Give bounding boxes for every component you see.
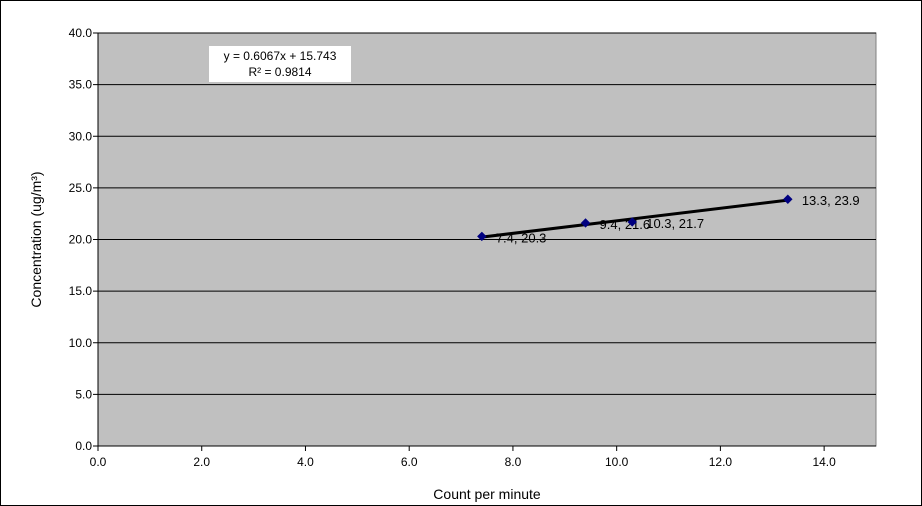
x-tick-label: 6.0: [401, 455, 418, 469]
data-point-label: 10.3, 21.7: [646, 216, 704, 231]
y-tick-label: 15.0: [69, 284, 93, 298]
y-tick-label: 30.0: [69, 129, 93, 143]
y-tick-label: 0.0: [75, 439, 92, 453]
y-axis-title: Concentration (ug/m³): [28, 171, 44, 307]
y-tick-label: 25.0: [69, 181, 93, 195]
trendline-group: [481, 198, 789, 239]
trendline: [481, 198, 789, 239]
data-point-marker: [580, 218, 591, 228]
x-tick-label: 12.0: [709, 455, 733, 469]
data-point-marker: [783, 194, 793, 204]
tick-labels: 0.0 5.0 10.0 15.0 20.0 25.0 30.0 35.0 40.0 0.0 2.0…: [69, 26, 836, 469]
data-point-label: 7.4, 20.3: [496, 230, 547, 245]
gridlines: [98, 32, 876, 395]
x-tick-label: 0.0: [90, 455, 107, 469]
x-tick-label: 8.0: [505, 455, 522, 469]
y-tick-label: 40.0: [69, 26, 93, 40]
x-tick-label: 4.0: [297, 455, 314, 469]
y-tick-label: 5.0: [75, 387, 92, 401]
data-point-label: 13.3, 23.9: [802, 193, 860, 208]
data-point-marker: [627, 217, 637, 227]
r-squared-value: R² = 0.9814: [248, 65, 312, 79]
trendline-equation-box: y = 0.6067x + 15.743 R² = 0.9814: [209, 46, 351, 82]
trendline-equation: y = 0.6067x + 15.743: [223, 49, 337, 63]
x-axis-title: Count per minute: [433, 486, 541, 502]
y-tick-label: 20.0: [69, 233, 93, 247]
y-tick-label: 10.0: [69, 336, 93, 350]
x-tick-label: 2.0: [193, 455, 210, 469]
data-point-marker: [477, 231, 487, 242]
axes: [93, 32, 876, 451]
x-tick-label: 14.0: [812, 455, 836, 469]
x-tick-label: 10.0: [605, 455, 629, 469]
data-points: 7.4, 20.3 9.4, 21.610.3, 21.7 13.3, 23.9: [477, 193, 860, 245]
data-point-label: 9.4, 21.6: [600, 217, 651, 232]
y-tick-label: 35.0: [69, 78, 93, 92]
